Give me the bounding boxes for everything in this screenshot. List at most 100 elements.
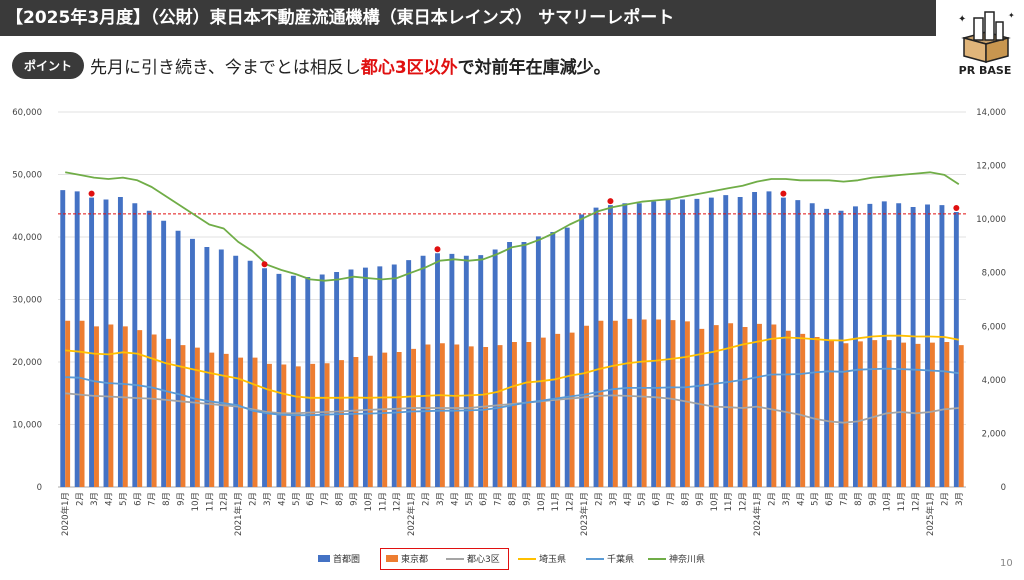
bar-tokyo <box>598 320 604 487</box>
bar-tokyo <box>425 344 431 487</box>
x-axis-tick-label: 3月 <box>955 492 965 506</box>
bar-tokyo <box>266 363 272 487</box>
bar-shutoken <box>463 255 469 487</box>
x-axis-tick-label: 10月 <box>883 492 893 511</box>
x-axis-tick-label: 12月 <box>220 492 230 511</box>
x-axis-tick-label: 6月 <box>306 492 316 506</box>
point-text-highlight: 都心3区以外 <box>360 57 458 78</box>
x-axis-tick-label: 7月 <box>839 492 849 506</box>
x-axis-tick-label: 2021年1月 <box>233 492 244 536</box>
x-axis-tick-label: 11月 <box>551 492 561 511</box>
bar-tokyo <box>569 332 575 487</box>
bar-shutoken <box>377 266 383 487</box>
x-axis-tick-label: 10月 <box>364 492 374 511</box>
building-box-icon: ✦ ✦ <box>958 11 1015 63</box>
bar-shutoken <box>708 197 714 487</box>
bar-tokyo <box>699 328 705 487</box>
legend-label-tokyo: 東京都 <box>401 555 429 565</box>
x-axis-tick-label: 6月 <box>652 492 662 506</box>
x-axis-tick-label: 9月 <box>522 492 532 506</box>
left-axis-tick-label: 10,000 <box>12 421 42 431</box>
march-marker <box>261 261 268 268</box>
bar-shutoken <box>89 197 95 487</box>
x-axis-tick-label: 8月 <box>508 492 518 506</box>
bar-tokyo <box>829 340 834 487</box>
bar-shutoken <box>348 269 354 487</box>
bar-shutoken <box>780 197 786 487</box>
x-axis-tick-label: 3月 <box>436 492 446 506</box>
x-axis-tick-label: 5月 <box>638 492 648 506</box>
bar-tokyo <box>151 334 157 487</box>
march-marker <box>780 190 787 197</box>
line-toshin-3ku <box>65 392 959 424</box>
bar-tokyo <box>65 320 71 487</box>
bar-shutoken <box>853 206 858 487</box>
bar-tokyo <box>439 343 445 487</box>
bar-shutoken <box>607 205 613 487</box>
bar-shutoken <box>925 204 930 487</box>
left-axis-tick-label: 0 <box>37 483 42 493</box>
x-axis-tick-label: 9月 <box>695 492 705 506</box>
x-axis-tick-label: 12月 <box>566 492 576 511</box>
legend-label-kanagawa: 神奈川県 <box>669 555 706 565</box>
bar-shutoken <box>435 253 440 487</box>
bar-shutoken <box>838 210 844 487</box>
bar-shutoken <box>593 207 599 487</box>
bar-shutoken <box>579 214 585 487</box>
x-axis-tick-label: 8月 <box>162 492 172 506</box>
bar-tokyo <box>310 363 316 487</box>
x-axis-tick-label: 2月 <box>940 492 950 506</box>
bar-tokyo <box>670 320 676 487</box>
left-axis-tick-label: 30,000 <box>12 296 42 306</box>
legend-item-toshin: 都心3区 <box>446 552 500 565</box>
x-axis-tick-label: 3月 <box>609 492 619 506</box>
bar-shutoken <box>117 197 123 487</box>
bar-tokyo <box>785 330 791 487</box>
legend-label-chiba: 千葉県 <box>607 555 635 565</box>
bar-shutoken <box>680 199 685 487</box>
bar-shutoken <box>622 203 628 487</box>
legend-item-chiba: 千葉県 <box>586 552 634 565</box>
right-axis-tick-label: 14,000 <box>976 108 1006 118</box>
bar-tokyo <box>295 366 301 487</box>
bar-shutoken <box>161 220 167 487</box>
bar-shutoken <box>449 253 455 487</box>
bar-shutoken <box>910 207 916 487</box>
point-text-before: 先月に引き続き、今までとは相反し <box>90 57 361 78</box>
x-axis-tick-label: 4月 <box>277 492 287 506</box>
bar-tokyo <box>194 347 200 487</box>
x-axis-tick-label: 5月 <box>811 492 821 506</box>
bar-shutoken <box>521 242 527 487</box>
x-axis-tick-label: 5月 <box>465 492 475 506</box>
x-axis-tick-label: 12月 <box>393 492 403 511</box>
bar-tokyo <box>757 323 762 487</box>
x-axis-tick-label: 2020年1月 <box>60 492 71 536</box>
bar-tokyo <box>497 345 503 487</box>
bar-shutoken <box>535 236 541 487</box>
x-axis-tick-label: 4月 <box>104 492 114 506</box>
bar-shutoken <box>132 203 138 487</box>
x-axis-tick-label: 7月 <box>148 492 158 506</box>
bar-shutoken <box>233 255 239 487</box>
bar-shutoken <box>406 260 412 487</box>
right-axis-tick-label: 4,000 <box>982 376 1006 386</box>
x-axis-tick-label: 12月 <box>912 492 922 511</box>
right-axis-tick-label: 2,000 <box>982 429 1006 439</box>
legend-label-shutoken: 首都圏 <box>333 555 361 565</box>
bar-shutoken <box>636 203 642 487</box>
bar-tokyo <box>396 352 402 487</box>
bar-tokyo <box>122 326 128 487</box>
line-saitama <box>65 334 959 399</box>
bar-tokyo <box>223 353 229 487</box>
x-axis-tick-label: 5月 <box>292 492 302 506</box>
x-axis-tick-label: 10月 <box>191 492 201 511</box>
bar-shutoken <box>262 268 267 487</box>
bar-tokyo <box>209 352 215 487</box>
x-axis-tick-label: 11月 <box>378 492 388 511</box>
x-axis-tick-label: 10月 <box>537 492 547 511</box>
pr-base-logo: ✦ ✦ PR BASE <box>950 8 1020 80</box>
bar-tokyo <box>540 337 546 487</box>
bar-tokyo <box>641 319 647 487</box>
bar-shutoken <box>190 238 195 487</box>
x-axis-tick-label: 2月 <box>76 492 86 506</box>
